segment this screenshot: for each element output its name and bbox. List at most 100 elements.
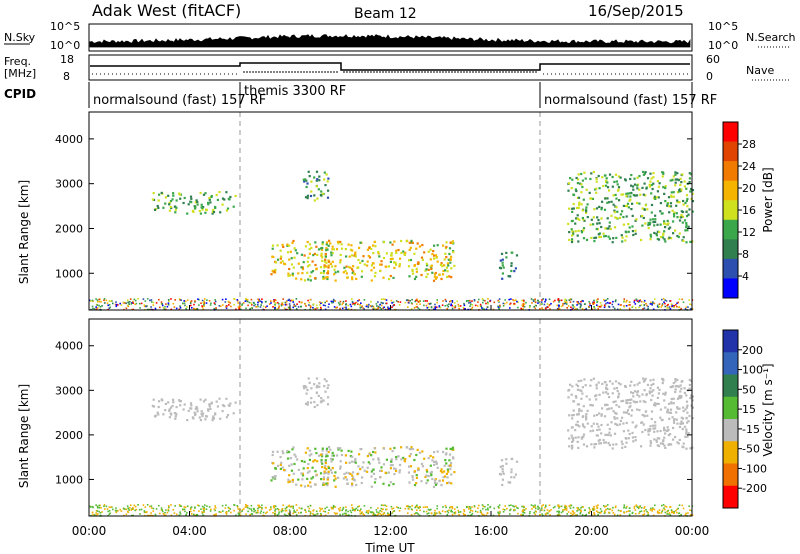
velocity-echo-cell <box>595 387 598 390</box>
velocity-ground-cell <box>677 507 679 510</box>
power-echo-cell <box>420 273 423 277</box>
velocity-echo-cell <box>221 410 224 413</box>
power-echo-cell <box>416 242 419 245</box>
velocity-ground-cell <box>533 512 535 514</box>
power-ground-cell <box>258 298 260 301</box>
velocity-echo-cell <box>324 390 327 393</box>
velocity-echo-cell <box>382 463 386 466</box>
power-ground-cell <box>652 308 655 311</box>
velocity-echo-cell <box>279 455 282 459</box>
velocity-ground-cell <box>506 507 508 510</box>
power-ground-cell <box>167 302 170 304</box>
velocity-echo-cell <box>605 383 608 386</box>
power-echo-cell <box>626 202 630 205</box>
velocity-ground-cell <box>457 509 460 512</box>
power-ground-cell <box>604 300 606 302</box>
power-ground-cell <box>257 301 259 304</box>
power-ground-cell <box>410 308 413 310</box>
power-echo-cell <box>622 223 625 226</box>
velocity-echo-cell <box>370 475 373 478</box>
power-ground-cell <box>481 307 483 309</box>
velocity-echo-cell <box>420 480 423 483</box>
power-ground-cell <box>361 305 363 307</box>
power-ground-cell <box>359 306 362 309</box>
power-echo-cell <box>374 245 377 248</box>
velocity-echo-cell <box>377 457 380 460</box>
velocity-ground-cell <box>399 507 402 509</box>
power-ground-cell <box>562 304 564 307</box>
velocity-ground-cell <box>619 514 622 516</box>
power-echo-cell <box>625 192 628 195</box>
power-ground-cell <box>370 305 373 308</box>
power-ground-cell <box>481 298 484 300</box>
power-ground-cell <box>532 300 535 302</box>
power-echo-cell <box>580 203 583 206</box>
power-echo-cell <box>601 176 604 179</box>
velocity-echo-cell <box>330 457 333 460</box>
velocity-echo-cell <box>625 401 628 404</box>
velocity-echo-cell <box>446 476 449 479</box>
power-echo-cell <box>682 239 685 242</box>
power-echo-cell <box>676 178 679 181</box>
velocity-ground-cell <box>178 514 181 517</box>
velocity-echo-cell <box>308 449 312 452</box>
velocity-ground-cell <box>485 514 488 516</box>
power-echo-cell <box>312 254 315 257</box>
velocity-ground-cell <box>215 513 217 515</box>
power-ground-cell <box>615 299 617 301</box>
velocity-ground-cell <box>580 509 582 512</box>
nsky-label: N.Sky <box>4 31 36 44</box>
power-echo-cell <box>308 252 311 255</box>
velocity-echo-cell <box>366 466 369 469</box>
power-ground-cell <box>480 305 483 308</box>
velocity-ground-cell <box>474 510 477 513</box>
velocity-ground-cell <box>572 510 574 513</box>
power-echo-cell <box>370 247 373 250</box>
power-echo-cell <box>627 230 630 233</box>
power-echo-cell <box>400 251 403 255</box>
power-ground-cell <box>603 306 606 309</box>
velocity-ground-cell <box>261 504 263 507</box>
velocity-echo-cell <box>319 453 323 456</box>
velocity-ground-cell <box>540 507 543 509</box>
power-ground-cell <box>283 307 286 310</box>
velocity-ground-cell <box>547 512 549 515</box>
power-echo-cell <box>628 192 632 195</box>
power-ground-cell <box>295 298 298 300</box>
nave-label: Nave <box>746 64 774 77</box>
power-ground-cell <box>193 303 195 306</box>
velocity-ground-cell <box>380 510 383 513</box>
velocity-echo-cell <box>306 389 309 392</box>
velocity-echo-cell <box>216 405 219 408</box>
power-ground-cell <box>155 302 158 304</box>
velocity-echo-cell <box>372 458 375 461</box>
power-echo-cell <box>174 211 177 214</box>
velocity-echo-cell <box>613 432 617 435</box>
power-colorbar-swatch <box>723 258 738 279</box>
velocity-ground-cell <box>445 506 447 509</box>
velocity-ground-cell <box>467 506 470 508</box>
velocity-echo-cell <box>326 386 329 390</box>
power-echo-cell <box>500 252 504 255</box>
velocity-ground-cell <box>393 510 396 512</box>
velocity-ground-cell <box>531 508 533 510</box>
velocity-ground-cell <box>388 513 390 516</box>
velocity-ground-cell <box>379 512 381 515</box>
velocity-echo-cell <box>431 477 434 481</box>
velocity-ground-cell <box>358 505 360 507</box>
power-ground-cell <box>499 306 501 308</box>
velocity-echo-cell <box>633 401 637 404</box>
velocity-ground-cell <box>109 512 111 515</box>
power-echo-cell <box>318 175 321 178</box>
power-echo-cell <box>585 238 589 241</box>
velocity-ground-cell <box>110 506 112 508</box>
velocity-ground-cell <box>485 508 487 511</box>
power-echo-cell <box>415 270 418 273</box>
velocity-echo-cell <box>641 393 644 396</box>
velocity-echo-cell <box>355 483 358 487</box>
velocity-ground-cell <box>625 507 627 509</box>
velocity-ground-cell <box>350 511 353 514</box>
velocity-ground-cell <box>210 508 212 511</box>
power-echo-cell <box>444 269 447 272</box>
power-echo-cell <box>281 243 284 246</box>
